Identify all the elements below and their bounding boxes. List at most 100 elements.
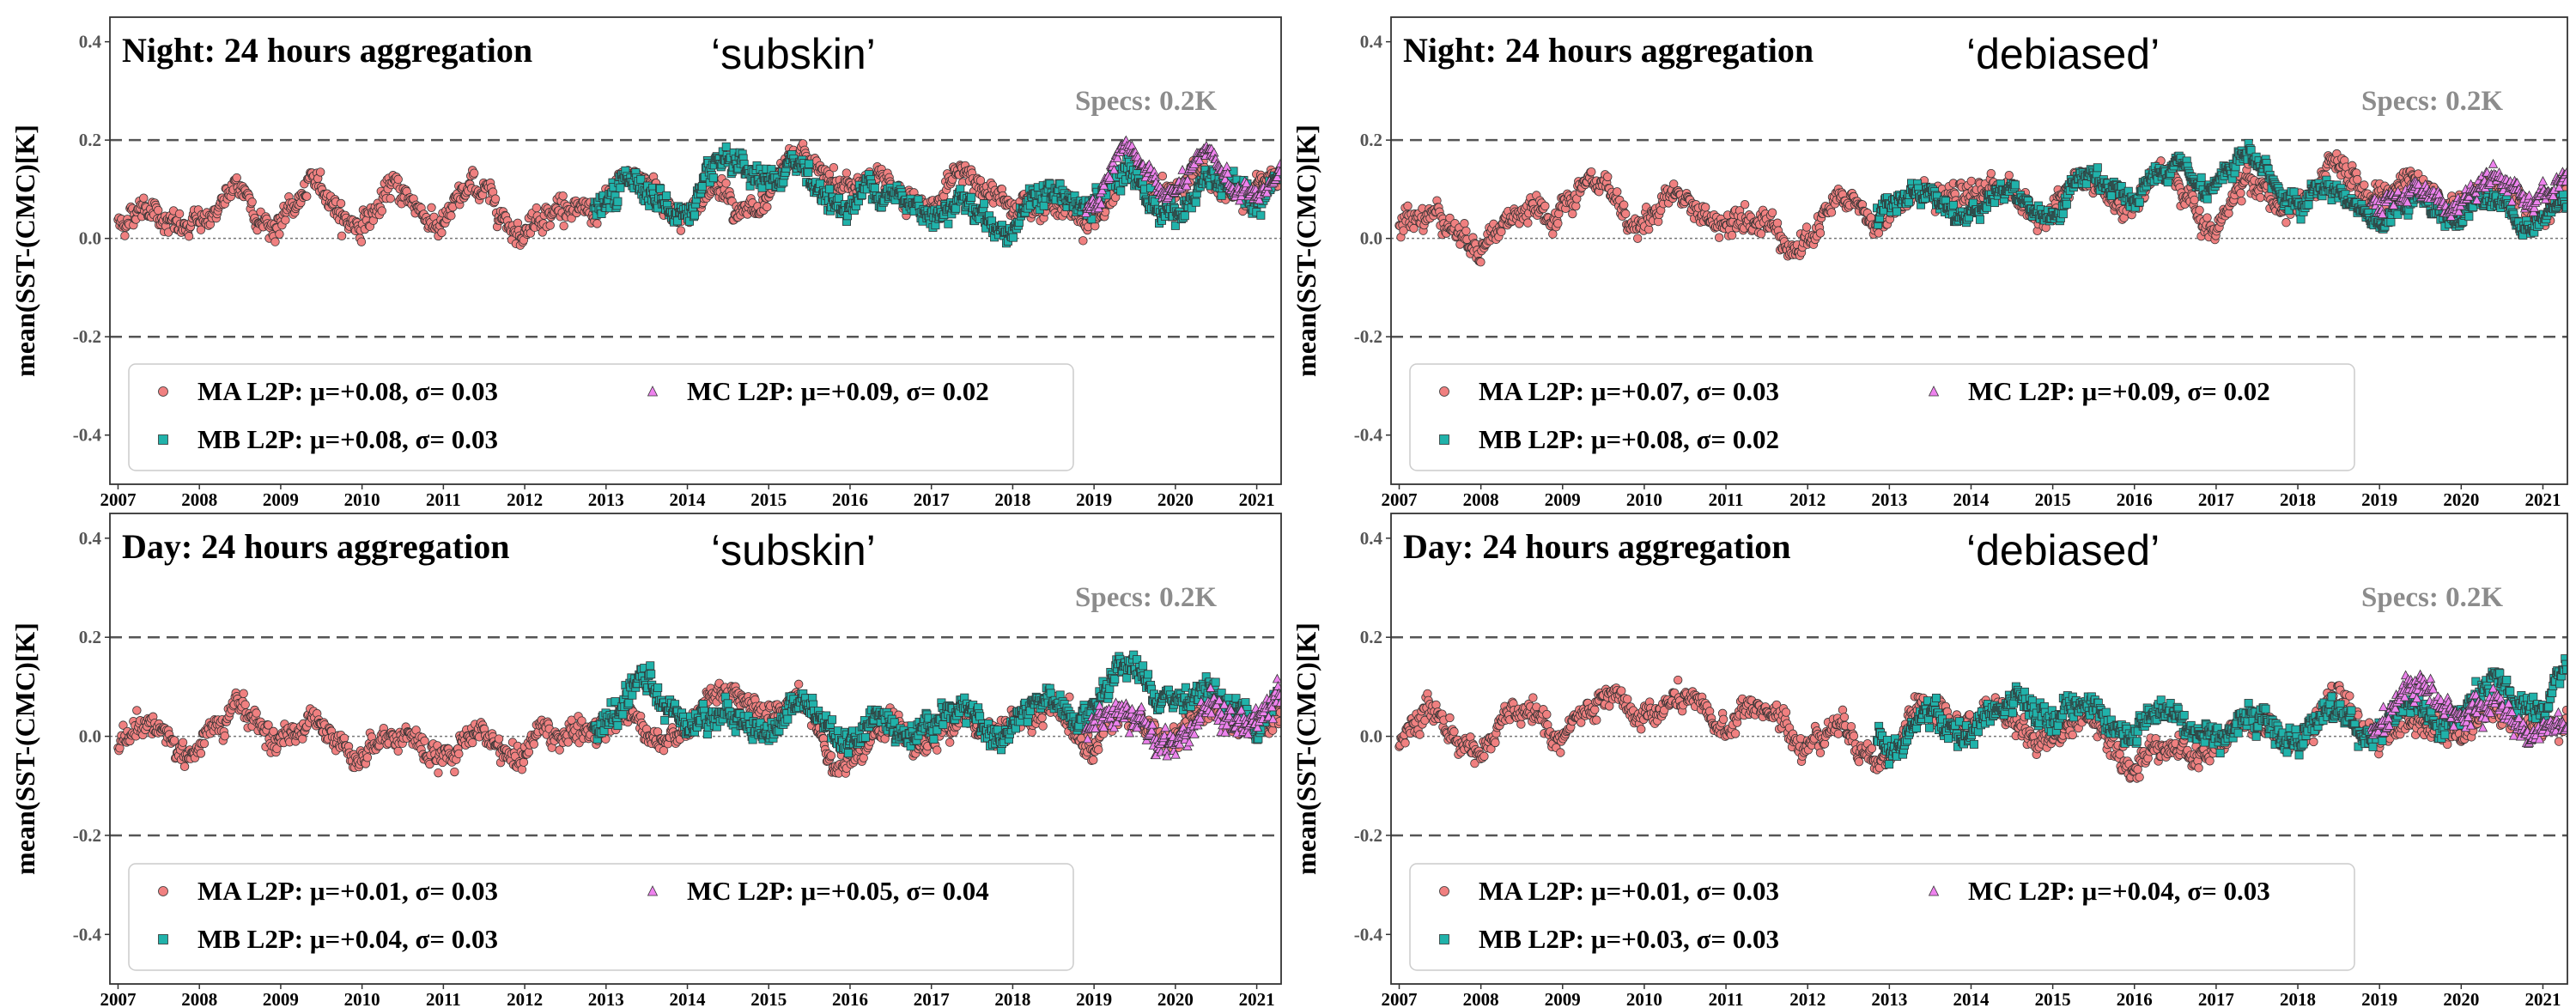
- point-mc: [1112, 152, 1123, 162]
- point-ma: [2190, 195, 2199, 205]
- x-tick-label: 2018: [994, 489, 1030, 510]
- point-ma: [447, 211, 456, 221]
- point-ma: [1445, 213, 1455, 223]
- x-tick-label: 2015: [2035, 489, 2071, 510]
- point-mb: [1180, 211, 1189, 221]
- x-tick-label: 2020: [2443, 489, 2479, 510]
- point-ma: [1740, 199, 1750, 209]
- y-tick-label: 0.2: [79, 130, 101, 150]
- point-ma: [386, 193, 395, 203]
- point-ma: [302, 191, 312, 201]
- x-tick-label: 2011: [1709, 489, 1744, 510]
- point-ma: [1767, 208, 1777, 217]
- point-ma: [1540, 201, 1550, 211]
- x-tick-label: 2014: [1953, 489, 1990, 510]
- y-tick-label: 0.4: [1360, 32, 1383, 52]
- point-mc: [1261, 187, 1273, 197]
- point-mb: [1905, 197, 1914, 207]
- point-mb: [967, 192, 976, 202]
- point-ma: [1460, 219, 1469, 228]
- x-tick-label: 2021: [1239, 489, 1275, 510]
- point-ma: [1548, 229, 1558, 239]
- x-tick-label: 2007: [100, 489, 136, 510]
- data-layer: [1394, 138, 2567, 267]
- point-mb: [1170, 221, 1180, 230]
- legend-label: MC L2P: μ=+0.09, σ= 0.02: [687, 376, 989, 406]
- point-ma: [1714, 233, 1724, 242]
- legend-label: MC L2P: μ=+0.09, σ= 0.02: [1968, 376, 2270, 406]
- specs-annotation: Specs: 0.2K: [2361, 86, 2503, 117]
- point-mb: [1256, 210, 1266, 220]
- point-mb: [662, 191, 671, 200]
- y-axis-label: mean(SST-(CMC)[K]: [1291, 124, 1321, 377]
- point-ma: [1403, 201, 1413, 211]
- y-tick-label: -0.2: [73, 326, 101, 347]
- x-tick-label: 2019: [1076, 489, 1112, 510]
- point-mb: [980, 199, 989, 209]
- point-mc: [1235, 195, 1245, 205]
- point-ma: [1613, 187, 1622, 197]
- point-ma: [2224, 209, 2233, 218]
- point-ma: [829, 163, 839, 173]
- x-tick-label: 2015: [750, 489, 787, 510]
- legend-marker-ma: [158, 386, 168, 397]
- point-ma: [1801, 222, 1812, 232]
- point-ma: [174, 209, 185, 219]
- point-ma: [2195, 205, 2204, 216]
- point-ma: [1157, 171, 1168, 181]
- point-ma: [132, 706, 142, 715]
- x-tick-label: 2008: [181, 489, 217, 510]
- y-tick-label: -0.2: [1354, 326, 1382, 347]
- point-mb: [2093, 163, 2102, 173]
- point-ma: [281, 216, 290, 225]
- point-mc: [1254, 194, 1265, 204]
- point-ma: [1078, 236, 1088, 246]
- point-mb: [2386, 217, 2396, 227]
- point-ma: [762, 202, 772, 212]
- legend-marker-mb: [158, 434, 168, 445]
- point-ma: [676, 226, 686, 235]
- x-tick-label: 2012: [1789, 489, 1826, 510]
- x-tick-label: 2021: [2524, 489, 2561, 510]
- point-ma: [2353, 174, 2362, 185]
- point-ma: [437, 228, 447, 238]
- point-ma: [532, 203, 542, 213]
- point-ma: [247, 197, 257, 207]
- point-mb: [636, 174, 646, 184]
- point-ma: [1727, 230, 1737, 240]
- point-mc: [1104, 172, 1115, 182]
- point-mc: [1194, 155, 1205, 165]
- point-mb: [2163, 178, 2172, 187]
- point-ma: [1700, 203, 1710, 212]
- x-tick-label: 2016: [2117, 489, 2153, 510]
- x-tick-label: 2010: [344, 489, 380, 510]
- point-ma: [1110, 192, 1121, 203]
- point-mb: [616, 183, 625, 192]
- point-mc: [1223, 167, 1233, 178]
- point-ma: [1815, 228, 1826, 238]
- point-mb: [2202, 194, 2212, 203]
- point-ma: [1619, 200, 1629, 209]
- point-mb: [2058, 209, 2068, 219]
- x-tick-label: 2014: [670, 489, 707, 510]
- legend-marker-mc: [647, 386, 659, 397]
- point-ma: [336, 198, 346, 209]
- point-ma: [592, 219, 602, 228]
- point-mb: [1039, 201, 1048, 210]
- point-ma: [1399, 226, 1408, 235]
- point-ma: [179, 762, 190, 772]
- point-mc: [1274, 167, 1281, 177]
- point-mc: [1096, 198, 1107, 209]
- point-mb: [2196, 173, 2206, 182]
- point-ma: [559, 221, 568, 231]
- point-mc: [1098, 179, 1109, 190]
- point-mc: [1097, 185, 1108, 195]
- point-ma: [1461, 226, 1471, 236]
- x-tick-label: 2016: [832, 489, 868, 510]
- point-ma: [1772, 218, 1783, 228]
- point-ma: [721, 179, 731, 188]
